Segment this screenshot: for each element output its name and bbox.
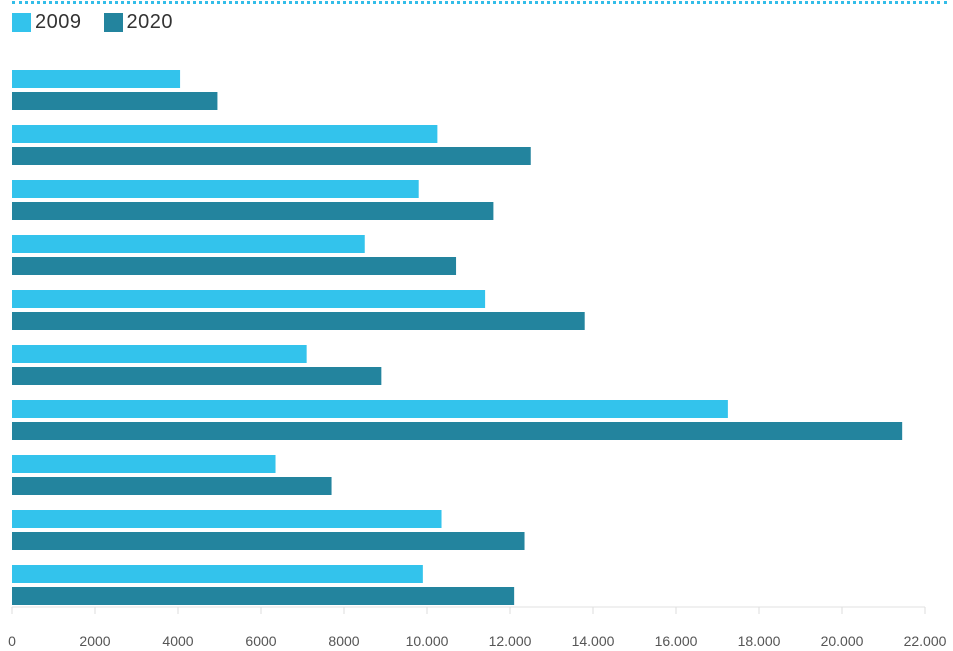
legend-item-2009: 2009 [12,11,82,34]
legend-label-2020: 2020 [126,10,173,33]
x-tick-label: 4000 [162,633,193,649]
bar-2020-group-7 [12,422,903,440]
bar-2020-group-5 [12,312,585,330]
x-tick-label: 14.000 [572,633,615,649]
bar-2020-group-2 [12,147,531,165]
legend-item-2020: 2020 [103,10,174,34]
x-tick-label: 16.000 [655,633,698,649]
x-tick-label: 20.000 [821,633,864,649]
bar-2009-group-8 [12,455,276,473]
bar-2020-group-4 [12,257,457,275]
bar-2020-group-3 [12,202,494,220]
bar-2009-group-9 [12,510,442,528]
bar-2020-group-9 [12,532,525,550]
x-tick-label: 0 [8,633,16,649]
bar-2009-group-7 [12,400,728,418]
bar-2020-group-1 [12,92,218,110]
bar-2020-group-10 [12,587,515,605]
bar-2009-group-2 [12,125,438,143]
chart-legend: 2009 2020 [12,9,195,35]
bar-2009-group-6 [12,345,307,363]
x-tick-label: 2000 [79,633,110,649]
top-dotted-rule [12,1,947,4]
bar-2020-group-6 [12,367,382,385]
bar-2009-group-10 [12,565,423,583]
bar-2009-group-3 [12,180,419,198]
bar-2009-group-5 [12,290,486,308]
x-tick-label: 6000 [245,633,276,649]
x-tick-label: 12.000 [489,633,532,649]
bar-2009-group-1 [12,70,181,88]
x-tick-label: 8000 [328,633,359,649]
legend-label-2009: 2009 [35,10,82,33]
legend-swatch-2020 [103,12,123,32]
bar-2009-group-4 [12,235,365,253]
x-tick-label: 18.000 [738,633,781,649]
legend-swatch-2009 [12,12,31,32]
x-tick-label: 10.000 [406,633,449,649]
bar-2020-group-8 [12,477,332,495]
x-tick-label: 22.000 [904,633,947,649]
